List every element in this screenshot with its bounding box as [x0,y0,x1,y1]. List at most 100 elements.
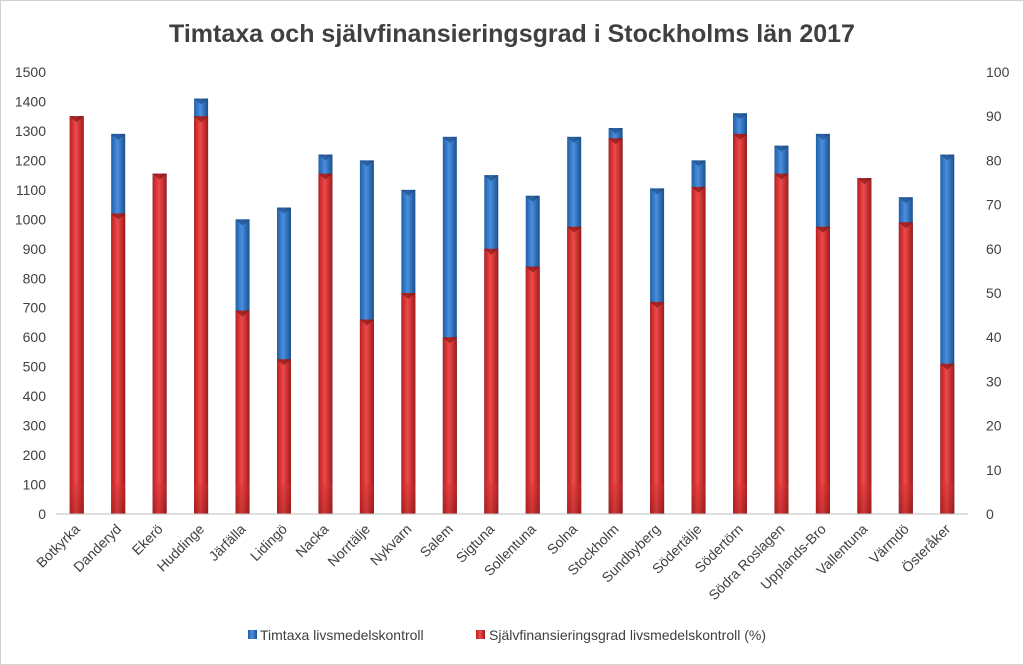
category-label: Järfälla [205,521,248,564]
bar-sjalvfinansiering [898,222,913,514]
bar-sjalvfinansiering-top-marker [650,301,665,308]
left-tick-label: 300 [23,418,47,434]
left-tick-label: 500 [23,359,47,375]
bar-sjalvfinansiering-shade [774,484,789,514]
bar-sjalvfinansiering [401,293,416,514]
bar-sjalvfinansiering-top-marker [567,226,582,233]
bar-sjalvfinansiering-top-marker [484,248,499,255]
bar-sjalvfinansiering-top-marker [401,293,416,299]
bar-timtaxa-top-marker [111,133,126,140]
left-tick-label: 100 [23,477,47,493]
bar-sjalvfinansiering-top-marker [442,337,457,344]
bar-sjalvfinansiering [567,226,582,514]
bar-sjalvfinansiering [235,310,250,514]
legend-label-timtaxa: Timtaxa livsmedelskontroll [260,627,424,643]
bar-sjalvfinansiering [940,363,955,514]
bar-sjalvfinansiering-shade [733,484,747,514]
left-tick-label: 1100 [16,182,46,198]
bar-sjalvfinansiering-top-marker [525,266,540,273]
bar-timtaxa-top-marker [733,113,747,120]
bar-sjalvfinansiering-top-marker [69,116,84,123]
category-label: Lidingö [247,521,290,564]
legend-swatch-timtaxa [248,630,257,639]
bar-sjalvfinansiering-shade [650,484,665,514]
bar-sjalvfinansiering-shade [567,484,582,514]
bar-timtaxa-top-marker [774,145,789,152]
bar-sjalvfinansiering-shade [442,484,457,514]
left-tick-label: 200 [23,447,47,463]
right-tick-label: 10 [986,462,1002,478]
category-label: Norrtälje [324,521,373,570]
bar-timtaxa-top-marker [650,188,665,195]
bar-sjalvfinansiering-shade [815,484,830,514]
left-tick-label: 600 [23,329,47,345]
bar-sjalvfinansiering [442,337,457,514]
bar-sjalvfinansiering-shade [691,484,706,514]
bar-sjalvfinansiering-shade [940,484,955,514]
bar-timtaxa-top-marker [815,133,830,140]
right-tick-label: 0 [986,506,994,522]
bar-sjalvfinansiering-shade [359,484,374,514]
bar-sjalvfinansiering [111,213,126,514]
left-tick-label: 1200 [15,152,46,168]
bar-sjalvfinansiering-shade [608,484,623,514]
right-tick-label: 40 [986,329,1002,345]
bar-timtaxa-top-marker [401,189,416,196]
bar-sjalvfinansiering [484,248,499,515]
right-tick-label: 20 [986,418,1002,434]
bar-sjalvfinansiering [69,116,84,514]
left-tick-label: 1300 [15,123,46,139]
left-tick-label: 1500 [15,64,46,80]
right-tick-label: 60 [986,241,1002,257]
bar-sjalvfinansiering-top-marker [940,363,955,370]
bar-sjalvfinansiering [815,226,830,514]
bar-timtaxa-top-marker [940,154,955,161]
bar-sjalvfinansiering-top-marker [774,173,789,180]
right-tick-label: 30 [986,373,1002,389]
bar-sjalvfinansiering [857,178,872,514]
bar-sjalvfinansiering-shade [318,484,333,514]
left-tick-label: 700 [23,300,47,316]
bar-sjalvfinansiering-shade [857,484,872,514]
bar-sjalvfinansiering-top-marker [815,226,830,233]
bar-sjalvfinansiering [194,116,209,514]
right-tick-label: 70 [986,197,1002,213]
left-axis: 0 100 200 300 400 500 600 700 800 900 1000 1100 1200… [15,64,46,522]
bar-sjalvfinansiering-top-marker [111,213,126,220]
bar-sjalvfinansiering-shade [898,484,913,514]
legend: Timtaxa livsmedelskontroll Självfinansie… [248,627,766,643]
bar-sjalvfinansiering-top-marker [608,138,623,145]
bar-sjalvfinansiering-top-marker [359,319,374,326]
bar-sjalvfinansiering [318,173,333,514]
bar-timtaxa-top-marker [484,175,499,182]
bar-timtaxa-top-marker [194,98,209,105]
right-tick-label: 90 [986,108,1002,124]
bar-sjalvfinansiering-shade [194,484,209,514]
bar-sjalvfinansiering-shade [235,484,250,514]
bar-timtaxa-top-marker [318,154,333,161]
right-axis: 0 10 20 30 40 50 60 70 80 90 100 [986,64,1010,522]
left-tick-label: 800 [23,270,47,286]
bar-sjalvfinansiering [359,319,374,514]
bar-sjalvfinansiering [525,266,540,514]
bar-sjalvfinansiering [608,138,623,515]
bar-timtaxa-top-marker [567,136,582,143]
category-label: Solna [544,521,581,558]
legend-label-sjalvfinansiering: Självfinansieringsgrad livsmedelskontrol… [489,627,766,643]
bar-sjalvfinansiering-shade [152,484,167,514]
bar-sjalvfinansiering-top-marker [691,186,706,193]
bar-sjalvfinansiering-top-marker [152,173,167,180]
bar-sjalvfinansiering-top-marker [857,178,872,185]
bar-timtaxa-top-marker [442,136,457,143]
bars [69,98,955,515]
category-label: Nykvarn [367,521,415,569]
left-tick-label: 400 [23,388,47,404]
bar-sjalvfinansiering-top-marker [898,222,913,229]
bar-sjalvfinansiering-shade [277,484,291,514]
bar-sjalvfinansiering-shade [525,484,540,514]
legend-item-timtaxa: Timtaxa livsmedelskontroll [248,627,424,643]
bar-sjalvfinansiering [733,133,747,514]
left-tick-label: 0 [38,506,46,522]
